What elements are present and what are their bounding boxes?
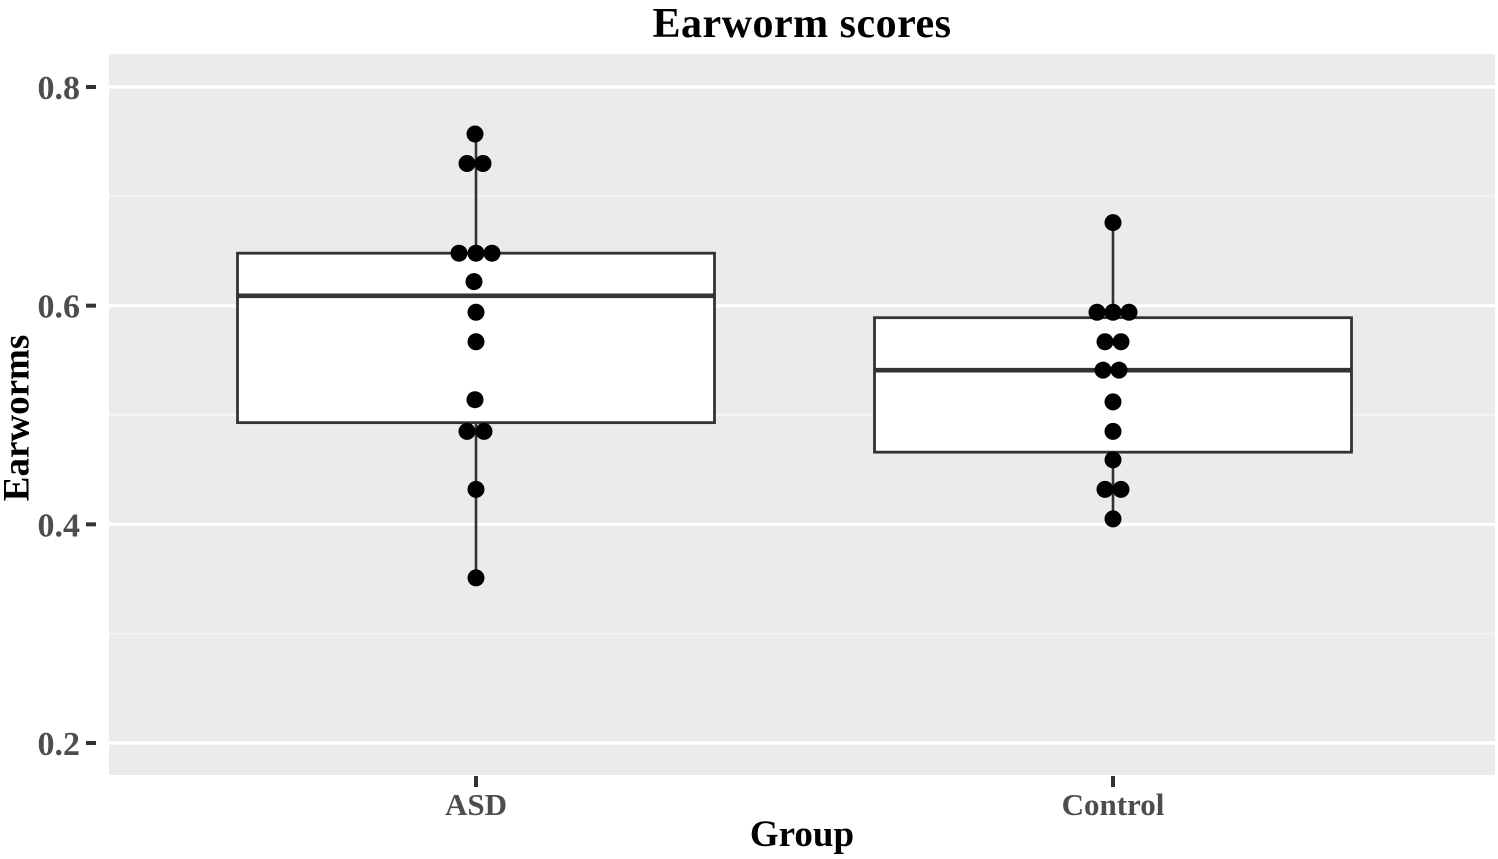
data-point — [1096, 480, 1114, 498]
data-point — [467, 303, 485, 321]
y-tick-label: 0.4 — [38, 507, 81, 544]
data-point — [1088, 303, 1106, 321]
data-point — [1104, 303, 1122, 321]
data-point — [458, 422, 476, 440]
x-tick-label: ASD — [445, 787, 507, 822]
data-point — [1104, 393, 1122, 411]
data-point — [466, 391, 484, 409]
data-point — [1110, 361, 1128, 379]
data-point — [1104, 214, 1122, 232]
y-tick-label: 0.6 — [38, 289, 81, 326]
data-point — [467, 333, 485, 351]
data-point — [467, 480, 485, 498]
data-point — [483, 244, 501, 262]
x-axis-title: Group — [749, 814, 855, 855]
data-point — [1112, 333, 1130, 351]
data-point — [465, 273, 483, 291]
data-point — [474, 155, 492, 173]
data-point — [1094, 361, 1112, 379]
data-point — [450, 244, 468, 262]
data-point — [1112, 480, 1130, 498]
data-point — [467, 244, 485, 262]
y-axis-title: Earworms — [0, 334, 38, 502]
data-point — [1104, 422, 1122, 440]
data-point — [466, 125, 484, 143]
chart-title: Earworm scores — [652, 1, 952, 47]
data-point — [1120, 303, 1138, 321]
data-point — [475, 422, 493, 440]
data-point — [1096, 333, 1114, 351]
data-point — [1104, 451, 1122, 469]
data-point — [458, 155, 476, 173]
y-tick-label: 0.2 — [38, 726, 81, 763]
y-tick-label: 0.8 — [38, 70, 81, 107]
x-tick-label: Control — [1062, 787, 1165, 822]
data-point — [467, 569, 485, 587]
data-point — [1104, 510, 1122, 528]
